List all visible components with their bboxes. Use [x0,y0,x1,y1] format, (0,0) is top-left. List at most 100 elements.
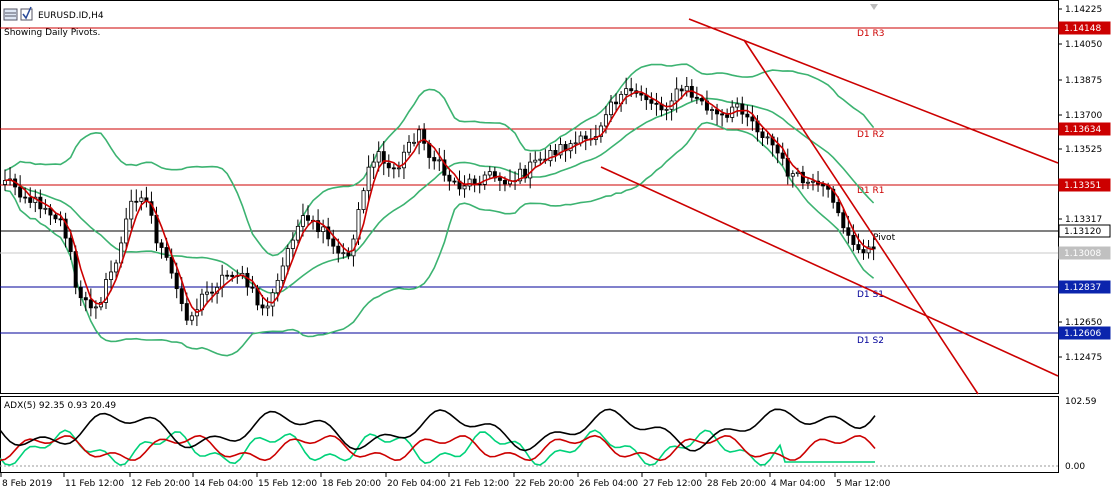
candle[interactable] [305,205,310,226]
candle[interactable] [492,166,497,182]
candle[interactable] [800,165,805,190]
candle[interactable] [316,209,321,239]
candle[interactable] [280,257,285,287]
candle[interactable] [376,141,381,172]
candle[interactable] [346,247,351,260]
candle[interactable] [765,131,770,145]
candle[interactable] [104,272,109,310]
candle[interactable] [83,291,88,312]
candle[interactable] [230,271,235,282]
candle[interactable] [134,189,139,212]
candle[interactable] [417,125,422,155]
candle[interactable] [785,148,790,185]
candle[interactable] [593,124,598,146]
candle[interactable] [321,219,326,244]
candle[interactable] [285,244,290,275]
shift-marker-icon[interactable] [870,4,878,10]
candle[interactable] [775,137,780,164]
candle[interactable] [381,141,386,176]
candle[interactable] [644,87,649,110]
candle[interactable] [265,297,270,317]
candle[interactable] [442,149,447,182]
candle[interactable] [538,151,543,166]
candle[interactable] [462,175,467,198]
candle[interactable] [144,186,149,208]
candle[interactable] [573,131,578,154]
candle[interactable] [245,267,250,296]
candle[interactable] [437,148,442,171]
candle[interactable] [694,86,699,104]
candle[interactable] [598,122,603,143]
candle[interactable] [745,105,750,127]
candle[interactable] [477,175,482,194]
candlesticks[interactable] [3,76,876,327]
candle[interactable] [341,243,346,259]
candle[interactable] [260,294,265,316]
candle[interactable] [225,270,230,280]
candle[interactable] [371,153,376,179]
candle[interactable] [396,161,401,178]
candle[interactable] [725,108,730,123]
candle[interactable] [28,187,33,209]
candle[interactable] [710,106,715,120]
candle[interactable] [841,208,846,234]
candle[interactable] [336,238,341,263]
trend-channel[interactable] [600,18,1059,395]
checkbox-icon[interactable] [20,6,33,21]
candle[interactable] [553,143,558,162]
candle[interactable] [386,154,391,177]
candle[interactable] [58,211,63,227]
candle[interactable] [760,127,765,146]
candle[interactable] [63,212,68,248]
candle[interactable] [114,259,119,279]
candle[interactable] [609,95,614,122]
candle[interactable] [326,217,331,247]
candle[interactable] [654,92,659,116]
candle[interactable] [664,102,669,121]
candle[interactable] [109,260,114,292]
candle[interactable] [856,233,861,254]
candle[interactable] [199,288,204,316]
candle[interactable] [366,155,371,201]
candle[interactable] [730,100,735,123]
candle[interactable] [861,239,866,260]
candle[interactable] [331,229,336,254]
candle[interactable] [18,175,23,203]
price-axis[interactable]: 1.14225 1.14050 1.13875 1.13700 1.13525 1.133… [1058,5,1102,363]
candle[interactable] [487,166,492,179]
candle[interactable] [300,203,305,237]
candle[interactable] [250,275,255,293]
candle[interactable] [548,144,553,167]
candle[interactable] [497,172,502,192]
candle[interactable] [533,151,538,168]
candle[interactable] [406,135,411,156]
candle[interactable] [159,239,164,259]
candle[interactable] [811,173,816,191]
candle[interactable] [467,173,472,191]
candle[interactable] [88,288,93,317]
candle[interactable] [124,207,129,249]
candle[interactable] [588,128,593,146]
trendline-steep[interactable] [743,39,979,395]
candle[interactable] [750,105,755,131]
candle[interactable] [391,163,396,179]
candle[interactable] [836,196,841,217]
candle[interactable] [43,199,48,215]
trendline-lower-1[interactable] [600,166,1059,377]
candle[interactable] [639,85,644,101]
candle[interactable] [8,167,13,186]
candle[interactable] [412,133,417,147]
candle[interactable] [452,177,457,185]
candle[interactable] [805,178,810,190]
candle[interactable] [447,170,452,191]
candle[interactable] [518,162,523,184]
candle[interactable] [401,144,406,179]
candle[interactable] [649,92,654,110]
candle[interactable] [624,77,629,105]
time-axis[interactable]: 8 Feb 2019 11 Feb 12:00 12 Feb 20:00 14 Feb… [0,473,891,489]
candle[interactable] [220,264,225,298]
candle[interactable] [129,189,134,229]
trendline-upper-1[interactable] [688,18,1059,164]
